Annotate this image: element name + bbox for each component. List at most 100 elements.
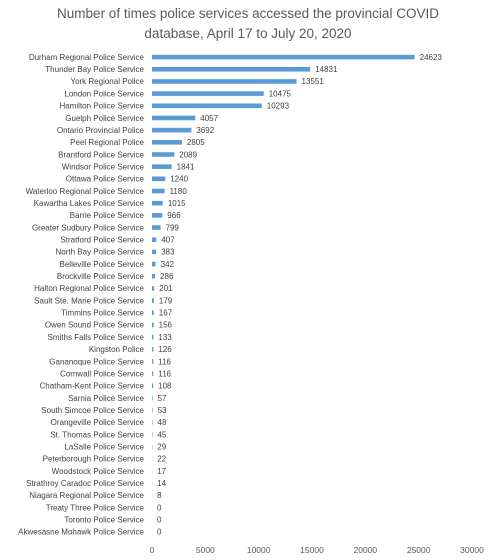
chart-title-line-1: Number of times police services accessed… <box>57 6 439 21</box>
category-label: Chatham-Kent Police Service <box>40 382 145 391</box>
bar-24 <box>152 346 154 352</box>
category-label: Smiths Falls Police Service <box>48 333 145 342</box>
value-label: 14 <box>157 479 166 488</box>
category-label: Treaty Three Police Service <box>46 503 145 512</box>
x-tick-label: 25000 <box>407 545 431 555</box>
category-label: Barrie Police Service <box>70 211 145 220</box>
value-label: 48 <box>158 418 167 427</box>
bar-16 <box>152 249 157 255</box>
category-label: Peterborough Police Service <box>43 455 145 464</box>
bar-25 <box>152 359 154 364</box>
value-label: 383 <box>161 248 175 257</box>
chart-title-line-2: database, April 17 to July 20, 2020 <box>144 26 352 41</box>
bar-10 <box>152 176 166 182</box>
category-label: Halton Regional Police Service <box>34 284 144 293</box>
value-label: 2089 <box>179 150 197 159</box>
category-label: London Police Service <box>64 89 144 98</box>
category-label: Sarnia Police Service <box>68 394 145 403</box>
x-tick-label: 10000 <box>247 545 271 555</box>
value-label: 10475 <box>269 89 292 98</box>
x-axis-ticks: 0 5000 10000 15000 20000 25000 30000 <box>150 545 484 555</box>
value-label: 1240 <box>170 175 188 184</box>
category-label: Guelph Police Service <box>65 114 144 123</box>
bar-26 <box>152 371 154 376</box>
bar-28 <box>152 395 153 401</box>
bar-17 <box>152 261 156 267</box>
category-label: Hamilton Police Service <box>60 102 145 111</box>
x-tick-label: 15000 <box>300 545 324 555</box>
category-label: LaSalle Police Service <box>64 442 144 451</box>
value-label: 133 <box>158 333 172 342</box>
bar-3 <box>152 91 264 96</box>
bar-30 <box>152 420 153 425</box>
x-tick-label: 0 <box>150 545 155 555</box>
bar-0 <box>152 54 415 60</box>
value-label: 342 <box>161 260 175 269</box>
bar-18 <box>152 273 156 279</box>
category-label: Greater Sudbury Police Service <box>32 223 145 232</box>
bar-7 <box>152 140 182 145</box>
bar-2 <box>152 79 297 84</box>
category-label: Kawartha Lakes Police Service <box>34 199 145 208</box>
category-label: Belleville Police Service <box>60 260 145 269</box>
category-label: South Simcoe Police Service <box>41 406 144 415</box>
value-label: 1180 <box>170 187 188 196</box>
category-label: North Bay Police Service <box>56 248 145 257</box>
category-label: Kingston Police <box>89 345 145 354</box>
category-label: Thunder Bay Police Service <box>45 65 144 74</box>
value-label: 53 <box>158 406 167 415</box>
category-label: Akwesasne Mohawk Police Service <box>18 528 144 537</box>
category-label: Windsor Police Service <box>62 162 145 171</box>
bar-9 <box>152 164 172 169</box>
category-label: Waterloo Regional Police Service <box>26 187 145 196</box>
value-label: 29 <box>157 442 166 451</box>
category-label: Toronto Police Service <box>64 516 144 525</box>
category-label: Peel Regional Police <box>70 138 144 147</box>
value-label: 167 <box>159 309 173 318</box>
bar-15 <box>152 237 157 243</box>
category-label: Orangeville Police Service <box>51 418 145 427</box>
bar-11 <box>152 188 165 194</box>
bar-20 <box>152 298 154 303</box>
bar-29 <box>152 407 153 413</box>
value-label: 45 <box>157 430 166 439</box>
chart-title: Number of times police services accessed… <box>0 4 496 44</box>
value-label: 116 <box>158 357 171 366</box>
value-label: 0 <box>157 503 162 512</box>
category-label: Niagara Regional Police Service <box>29 491 144 500</box>
bar-8 <box>152 152 175 157</box>
value-label: 0 <box>157 528 162 537</box>
value-label: 116 <box>158 369 171 378</box>
category-label: Brockville Police Service <box>57 272 145 281</box>
value-label: 4057 <box>200 114 218 123</box>
bar-14 <box>152 225 161 230</box>
value-label: 407 <box>161 236 175 245</box>
value-label: 1015 <box>168 199 186 208</box>
category-label: York Regional Police <box>70 77 144 86</box>
value-label: 286 <box>160 272 174 281</box>
category-label: St. Thomas Police Service <box>50 430 144 439</box>
category-label: Ontario Provincial Police <box>57 126 145 135</box>
category-label: Durham Regional Police Service <box>29 53 145 62</box>
value-label: 24623 <box>420 53 443 62</box>
value-labels: 24623 14831 13551 10475 10293 4057 3692 2805 208… <box>157 53 442 537</box>
bar-23 <box>152 334 154 340</box>
value-label: 13551 <box>302 77 325 86</box>
x-tick-label: 30000 <box>460 545 484 555</box>
value-label: 0 <box>157 516 162 525</box>
category-label: Brantford Police Service <box>58 150 144 159</box>
value-label: 2805 <box>187 138 205 147</box>
value-label: 179 <box>159 296 173 305</box>
category-label: Owen Sound Police Service <box>45 321 145 330</box>
value-label: 3692 <box>196 126 214 135</box>
category-label: Woodstock Police Service <box>52 467 145 476</box>
x-tick-label: 20000 <box>354 545 378 555</box>
value-label: 201 <box>159 284 173 293</box>
category-label: Gananoque Police Service <box>49 357 144 366</box>
bars-layer <box>152 54 415 498</box>
category-label: Strathroy Caradoc Police Service <box>26 479 144 488</box>
value-label: 966 <box>167 211 181 220</box>
bar-22 <box>152 322 154 328</box>
